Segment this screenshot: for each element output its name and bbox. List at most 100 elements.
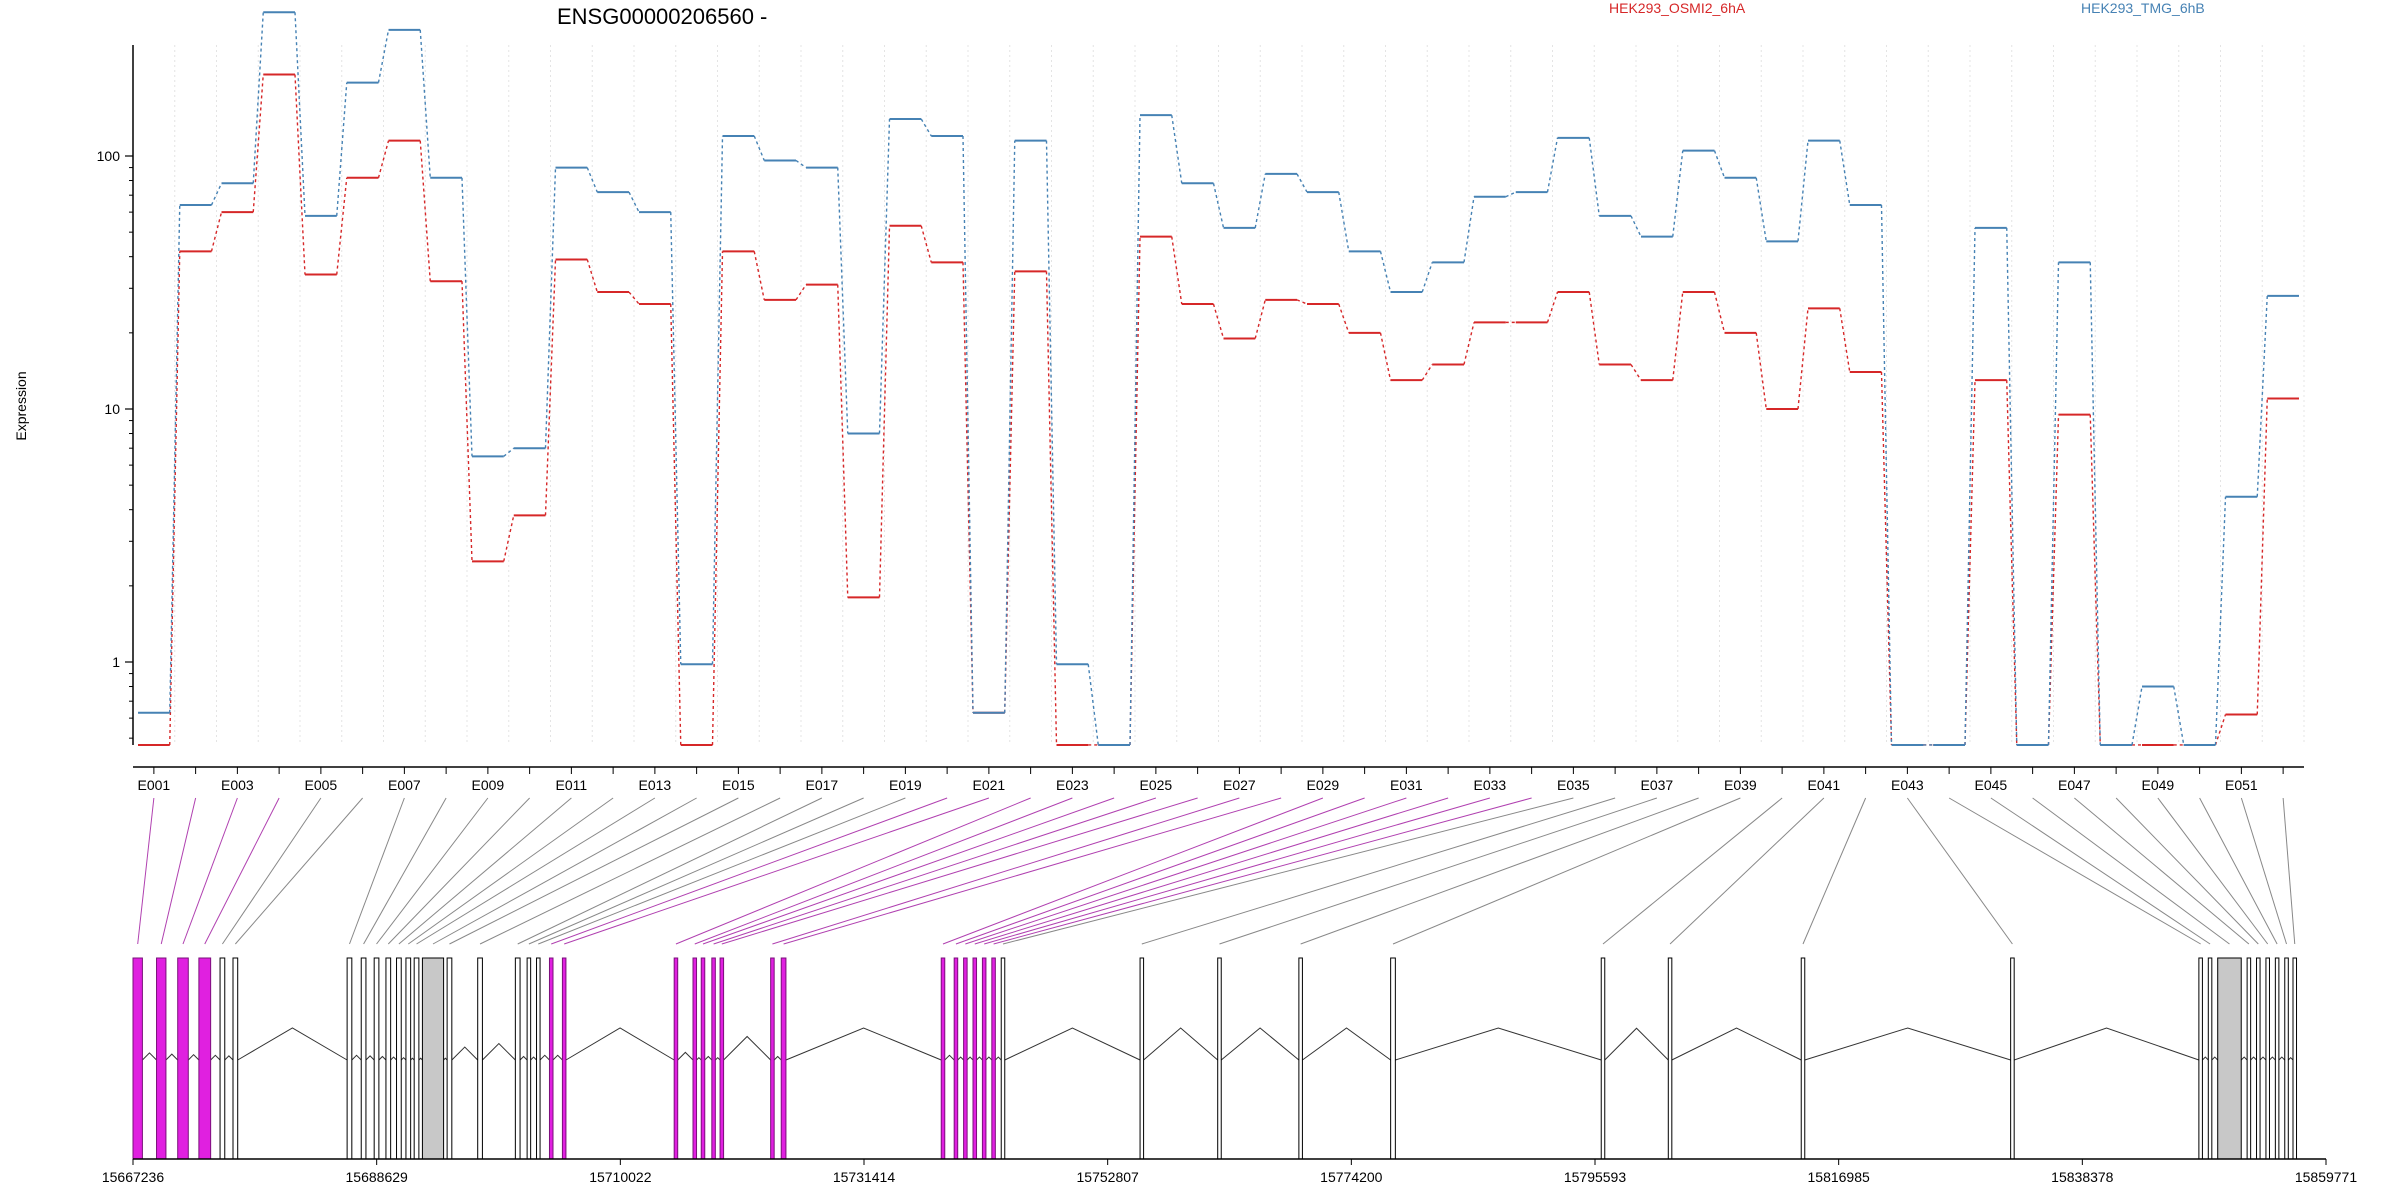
x-tick-label: E047: [2058, 777, 2091, 793]
exon-block: [972, 957, 978, 1160]
intron: [165, 1053, 179, 1061]
x-tick-label: E029: [1307, 777, 1340, 793]
intron: [187, 1053, 200, 1061]
x-tick-label: E001: [138, 777, 171, 793]
exon-block: [132, 957, 143, 1160]
chart-title: ENSG00000206560 -: [557, 4, 767, 29]
exon-connector: [221, 797, 322, 945]
series-connector: [2089, 414, 2101, 745]
exon-block: [421, 957, 445, 1160]
exon-block: [2256, 957, 2261, 1160]
exon-block: [692, 957, 698, 1160]
exon-connector: [942, 797, 1324, 945]
intron: [2287, 1056, 2294, 1061]
series-connector: [1672, 291, 1684, 381]
x-tick-label: E025: [1140, 777, 1173, 793]
exon-connector: [2032, 797, 2230, 945]
series-connector: [586, 167, 598, 193]
intron: [1395, 1027, 1602, 1061]
intron: [773, 1055, 782, 1061]
exon-connector: [2282, 797, 2296, 945]
y-tick-label: 1: [112, 654, 120, 670]
intron: [2202, 1056, 2209, 1061]
series-connector: [837, 167, 849, 434]
exon-connector: [564, 797, 990, 945]
series-connector: [1379, 251, 1392, 293]
series-connector: [377, 140, 390, 178]
exon-block: [1800, 957, 1806, 1160]
series-connector: [1338, 303, 1350, 334]
series-connector: [1797, 308, 1809, 410]
x-tick-label: E017: [806, 777, 839, 793]
intron: [351, 1054, 362, 1061]
genomic-axis: 15667236 15688629 15710022 15731414 15752807…: [102, 1158, 2357, 1185]
series-connector: [1880, 372, 1893, 745]
exon-block: [446, 957, 453, 1160]
exon-connector: [974, 797, 1449, 945]
exon-block: [514, 957, 521, 1160]
x-tick-label: E015: [722, 777, 755, 793]
genomic-tick-label: 15838378: [2051, 1169, 2114, 1185]
series-connector: [1254, 299, 1266, 339]
exon-block: [1390, 957, 1396, 1160]
x-tick-label: E041: [1808, 777, 1841, 793]
intron: [530, 1056, 537, 1061]
exon-connector: [517, 797, 823, 945]
series-connector: [1797, 140, 1809, 242]
series-connector: [544, 259, 557, 516]
x-ticks: E001 E003 E005 E007 E009 E011 E013 E015 E017 E019…: [138, 767, 2284, 793]
exon-connector: [1906, 797, 2013, 945]
exon-block: [405, 957, 412, 1160]
intron: [2014, 1027, 2200, 1061]
intron: [976, 1056, 983, 1061]
series-2: [138, 11, 2299, 746]
x-tick-label: E013: [639, 777, 672, 793]
series-connector: [461, 177, 473, 457]
exon-connector: [2157, 797, 2269, 945]
intron: [142, 1052, 157, 1061]
exon-block: [2198, 957, 2203, 1160]
intron: [378, 1055, 387, 1061]
genomic-tick-label: 15795593: [1564, 1169, 1627, 1185]
series-connector: [336, 177, 348, 275]
series-connector: [920, 225, 932, 263]
series-connector: [1421, 262, 1433, 293]
series-connector: [1964, 227, 1976, 745]
exon-connector: [479, 797, 781, 945]
intron: [1604, 1027, 1669, 1061]
exon-block: [219, 957, 226, 1160]
series-connector: [252, 12, 264, 184]
exon-block: [981, 957, 987, 1160]
exon-block: [1667, 957, 1673, 1160]
exon-connector: [1141, 797, 1616, 945]
series-connector: [2173, 686, 2185, 746]
series-connector: [1338, 191, 1350, 252]
series-connector: [2089, 262, 2101, 745]
x-tick-label: E039: [1724, 777, 1757, 793]
exon-block: [2246, 957, 2252, 1160]
intron: [390, 1056, 397, 1061]
exon-connector: [783, 797, 1282, 945]
x-tick-label: E051: [2225, 777, 2258, 793]
exon-connector: [528, 797, 864, 945]
exon-connector: [398, 797, 572, 945]
exon-connector: [2074, 797, 2250, 945]
exon-connector: [1802, 797, 1867, 945]
exon-connector: [1392, 797, 1741, 945]
exon-connector: [1669, 797, 1825, 945]
exon-block: [360, 957, 367, 1160]
series-connector: [878, 225, 891, 598]
exon-connector: [675, 797, 1031, 945]
exon-connector: [376, 797, 489, 945]
genomic-tick-label: 15667236: [102, 1169, 165, 1185]
x-tick-label: E043: [1891, 777, 1924, 793]
exon-block: [385, 957, 392, 1160]
y-ticks: 1 10 100: [97, 148, 133, 739]
series-connector: [210, 183, 223, 206]
intron: [785, 1027, 942, 1061]
intron: [985, 1056, 993, 1061]
exon-connector: [408, 797, 614, 945]
intron: [565, 1027, 675, 1061]
exon-connector: [160, 797, 197, 945]
